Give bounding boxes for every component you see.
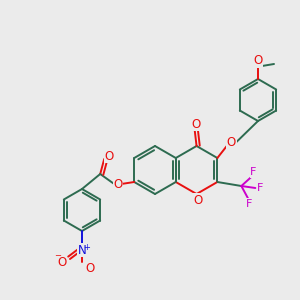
Text: O: O (227, 136, 236, 148)
Text: +: + (84, 242, 90, 251)
Text: −: − (55, 251, 62, 260)
Text: O: O (105, 149, 114, 163)
Text: F: F (246, 199, 253, 209)
Text: O: O (85, 262, 94, 275)
Text: O: O (193, 194, 202, 206)
Text: F: F (250, 167, 256, 177)
Text: O: O (114, 178, 123, 190)
Text: O: O (57, 256, 67, 268)
Text: N: N (78, 244, 86, 256)
Text: O: O (254, 55, 262, 68)
Text: F: F (257, 183, 263, 193)
Text: O: O (191, 118, 200, 130)
